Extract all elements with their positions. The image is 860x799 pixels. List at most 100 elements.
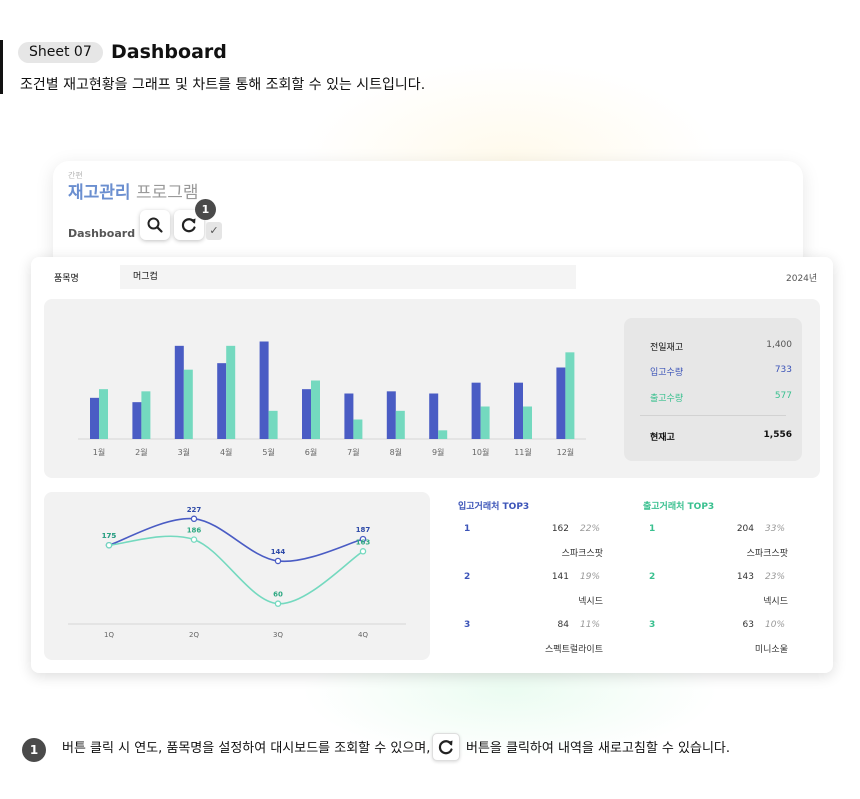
refresh-icon	[181, 218, 196, 233]
in-point-label-1: 175	[102, 532, 117, 540]
out-point-2	[190, 536, 198, 543]
out-series-line	[108, 535, 364, 605]
out-bar-7	[353, 419, 363, 439]
month-label: 8월	[390, 447, 402, 457]
in-point-label-4: 187	[356, 526, 371, 534]
month-label: 4월	[220, 447, 232, 457]
search-icon	[147, 217, 163, 233]
out-top3-pct: 33%	[765, 524, 786, 534]
month-label: 10월	[472, 447, 490, 457]
in-bar-4	[217, 363, 227, 439]
summary-divider	[640, 415, 786, 416]
month-label: 12월	[557, 447, 575, 457]
month-label: 5월	[262, 447, 274, 457]
out-bar-8	[395, 410, 405, 439]
out-bar-12	[565, 352, 575, 439]
program-title-sub: 프로그램	[130, 183, 199, 203]
in-bar-8	[386, 391, 396, 439]
out-bar-9	[438, 430, 448, 439]
in-qty-row: 입고수량 733	[650, 365, 792, 378]
in-bar-10	[471, 382, 481, 439]
search-button[interactable]	[140, 210, 170, 240]
in-bar-12	[556, 367, 566, 439]
in-top3-pct: 22%	[580, 524, 601, 534]
prev-stock-row: 전일재고 1,400	[650, 340, 792, 353]
in-top3-rank: 3	[464, 620, 471, 630]
footer-step-badge: 1	[22, 738, 46, 762]
in-top3-pct: 19%	[580, 572, 601, 582]
footer-refresh-icon-box	[432, 733, 460, 761]
month-label: 11월	[514, 447, 532, 457]
out-bar-4	[226, 345, 236, 439]
in-series-line	[108, 517, 364, 563]
in-point-label-2: 227	[187, 506, 202, 514]
dashboard-label: Dashboard	[68, 227, 136, 240]
out-qty-label: 출고수량	[650, 394, 684, 404]
stock-summary-panel: 전일재고 1,400 입고수량 733 출고수량 577 현재고 1,556	[624, 318, 802, 461]
item-name-field[interactable]: 머그컵	[120, 265, 576, 289]
in-bar-2	[132, 402, 142, 439]
out-point-label-2: 186	[187, 527, 202, 535]
step-badge: 1	[195, 199, 216, 220]
quarter-label: 1Q	[104, 631, 114, 639]
out-top3-pct: 23%	[765, 572, 786, 582]
out-point-3	[274, 600, 282, 607]
in-bar-6	[302, 389, 311, 439]
out-top3-qty: 143	[736, 572, 754, 582]
in-top3-rank: 1	[464, 524, 471, 534]
out-qty-row: 출고수량 577	[650, 391, 792, 404]
in-bar-3	[174, 345, 184, 439]
in-top3-rank: 2	[464, 572, 471, 582]
month-label: 6월	[305, 447, 317, 457]
out-top3-name: 스파크스팟	[746, 549, 788, 559]
prev-stock-label: 전일재고	[650, 343, 684, 353]
in-qty-label: 입고수량	[650, 368, 684, 378]
in-point-label-3: 144	[271, 548, 286, 556]
in-point-4	[359, 535, 367, 543]
out-top3-qty: 204	[736, 524, 754, 534]
out-top3-name: 미니소울	[754, 645, 788, 655]
out-top3-rank: 1	[649, 524, 656, 534]
in-top3-name: 스파크스팟	[561, 549, 603, 559]
out-bar-6	[311, 380, 320, 439]
quarter-label: 2Q	[189, 631, 199, 639]
month-label: 7월	[347, 447, 359, 457]
out-point-1	[105, 541, 113, 549]
in-bar-1	[90, 397, 99, 439]
out-top3-name: 넥시드	[763, 597, 788, 607]
out-top3-rank: 2	[649, 572, 656, 582]
refresh-icon	[438, 740, 453, 755]
confirm-button[interactable]: ✓	[206, 222, 222, 240]
out-top3-title: 출고거래처 TOP3	[643, 502, 715, 512]
in-top3-title: 입고거래처 TOP3	[458, 502, 530, 512]
in-point-3	[274, 557, 282, 565]
month-label: 1월	[93, 447, 105, 457]
out-bar-2	[141, 391, 151, 439]
page-subtitle: 조건별 재고현황을 그래프 및 차트를 통해 조회할 수 있는 시트입니다.	[20, 77, 426, 93]
in-bar-5	[259, 341, 269, 439]
out-point-4	[359, 548, 367, 555]
prev-stock-value: 1,400	[766, 340, 792, 350]
out-bar-5	[268, 410, 278, 439]
out-qty-value: 577	[774, 391, 792, 401]
current-stock-row: 현재고 1,556	[650, 430, 792, 443]
quarter-label: 3Q	[273, 631, 283, 639]
in-top3-qty: 162	[551, 524, 569, 534]
out-point-label-3: 60	[273, 591, 283, 599]
in-top3-qty: 84	[557, 620, 569, 630]
breadcrumb: 간편	[68, 171, 83, 180]
footer-text-a: 버튼 클릭 시 연도, 품목명을 설정하여 대시보드를 조회할 수 있으며,	[62, 741, 431, 756]
current-stock-label: 현재고	[650, 433, 675, 443]
month-label: 3월	[178, 447, 190, 457]
quarter-label: 4Q	[358, 631, 368, 639]
check-icon: ✓	[209, 224, 219, 237]
year-selector[interactable]: 2024년	[786, 274, 818, 284]
out-top3-qty: 63	[742, 620, 754, 630]
out-point-label-1: 175	[102, 532, 117, 540]
footer-text-b: 버튼을 클릭하여 내역을 새로고침할 수 있습니다.	[466, 741, 730, 756]
page-title: Dashboard	[111, 41, 227, 63]
monthly-bar-chart: 1월 2월 3월 4월 5월 6월 7월 8월 9월 10월 11월 12월	[78, 341, 586, 457]
in-top3-qty: 141	[551, 572, 569, 582]
month-label: 9월	[432, 447, 444, 457]
